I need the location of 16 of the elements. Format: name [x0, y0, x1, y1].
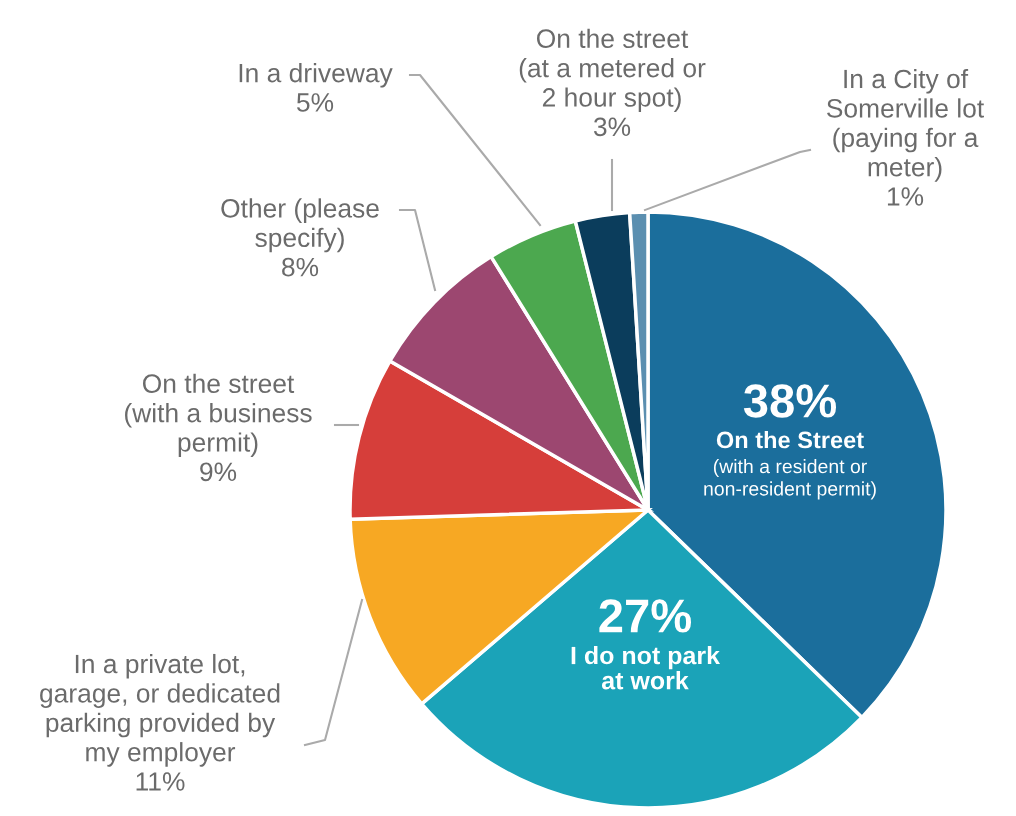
data-label: 38% [743, 384, 837, 418]
slice-label: On the Street (with a resident or non-resident permit) [704, 431, 876, 500]
data-label: 8% [282, 257, 319, 277]
data-label: 3% [593, 117, 631, 137]
slice-label: In a City of Somerville lot (paying for a meter) [827, 68, 984, 182]
data-label: 11% [136, 772, 185, 791]
slice-label: In a driveway [239, 63, 393, 88]
slice-label: On the street (with a business permit) [125, 373, 312, 457]
data-label: 5% [296, 93, 334, 112]
data-label: 27% [599, 599, 692, 633]
data-label: 9% [200, 462, 237, 482]
data-label: 1% [887, 187, 924, 206]
slice-label: Other (please specify) [221, 198, 379, 253]
slice-label: In a private lot, garage, or dedicated parking provided by my employer [40, 653, 280, 767]
slice-label: On the street (at a metered or 2 hour spot) [519, 28, 706, 112]
slice-label: I do not park at work [571, 646, 721, 690]
